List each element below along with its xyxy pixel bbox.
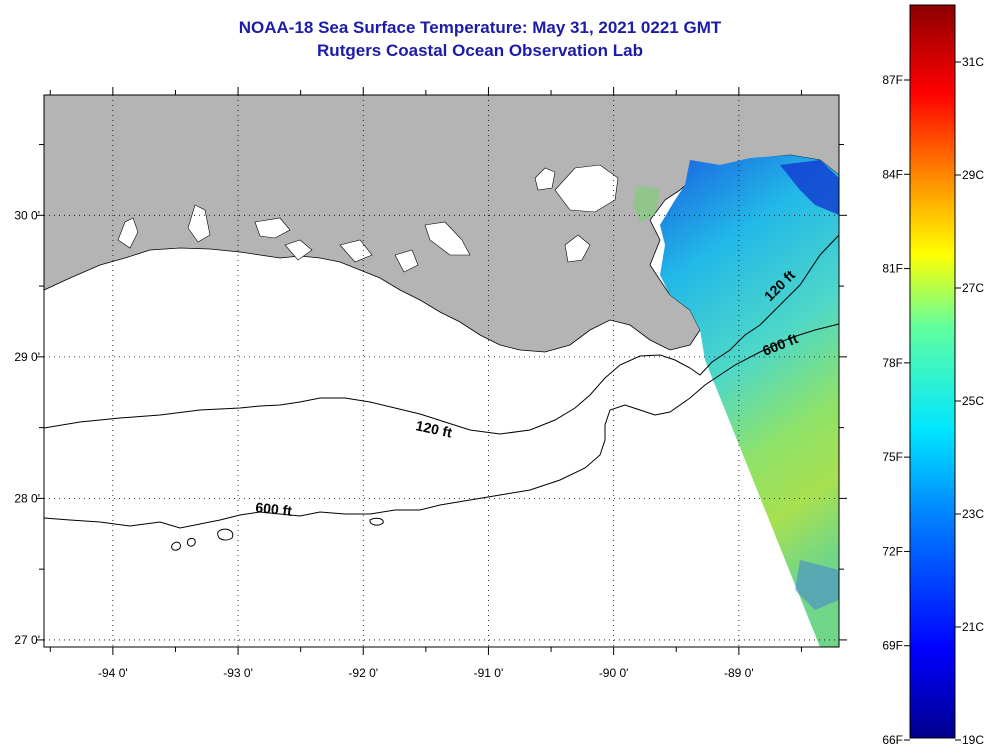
lat-tick-label: 27 0' [14,633,40,647]
colorbar-label-f: 78F [882,356,903,370]
colorbar-label-f: 84F [882,167,903,181]
bay-1 [534,167,556,191]
map-title: NOAA-18 Sea Surface Temperature: May 31,… [238,18,722,37]
colorbar-label-c: 25C [962,394,984,408]
bay-3 [187,204,211,243]
lon-tick-label: -90 0' [599,666,629,680]
colorbar-label-c: 29C [962,168,984,182]
contour-label-600ft-west: 600 ft [255,499,293,519]
colorbar-label-f: 75F [882,450,903,464]
lake-pontchartrain [554,164,619,213]
lon-tick-label: -91 0' [474,666,504,680]
colorbar-label-f: 81F [882,262,903,276]
contour-120ft-west [44,234,839,435]
map-subtitle: Rutgers Coastal Ocean Observation Lab [317,41,643,60]
bay-6 [339,239,373,263]
contour-600ft-islets [171,517,384,551]
colorbar-label-f: 87F [882,73,903,87]
contour-600ft-west [44,323,839,529]
bay-2 [117,217,139,249]
lon-tick-label: -92 0' [348,666,378,680]
colorbar-label-c: 23C [962,507,984,521]
colorbar-label-c: 31C [962,55,984,69]
map-axes: -94 0' -93 0' -92 0' -91 0' -90 0' -89 0' 30 0… [14,87,847,680]
colorbar-label-f: 72F [882,544,903,558]
colorbar-labels: 87F 84F 81F 78F 75F 72F 69F 66F 31C 29C 27C 25C 23C 2… [882,55,984,747]
lat-tick-label: 30 0' [14,208,40,222]
sst-swath [660,155,839,647]
bay-4 [254,217,291,239]
lat-tick-label: 28 0' [14,491,40,505]
lon-tick-label: -89 0' [724,666,754,680]
bay-7 [424,221,471,256]
bay-8 [564,234,591,263]
map-border [43,94,840,648]
sst-green-strip [633,185,660,222]
lon-tick-label: -93 0' [223,666,253,680]
colorbar-label-f: 69F [882,639,903,653]
sst-cold-patch [780,160,839,215]
sst-blue-band [795,560,839,610]
bay-5 [284,239,313,261]
contour-label-120ft-west: 120 ft [414,417,453,440]
bay-9 [394,249,419,273]
lon-tick-label: -94 0' [98,666,128,680]
colorbar-label-c: 21C [962,620,984,634]
colorbar-label-c: 19C [962,733,984,747]
colorbar [909,4,956,739]
colorbar-label-c: 27C [962,281,984,295]
colorbar-label-f: 66F [882,733,903,747]
lat-tick-label: 29 0' [14,350,40,364]
